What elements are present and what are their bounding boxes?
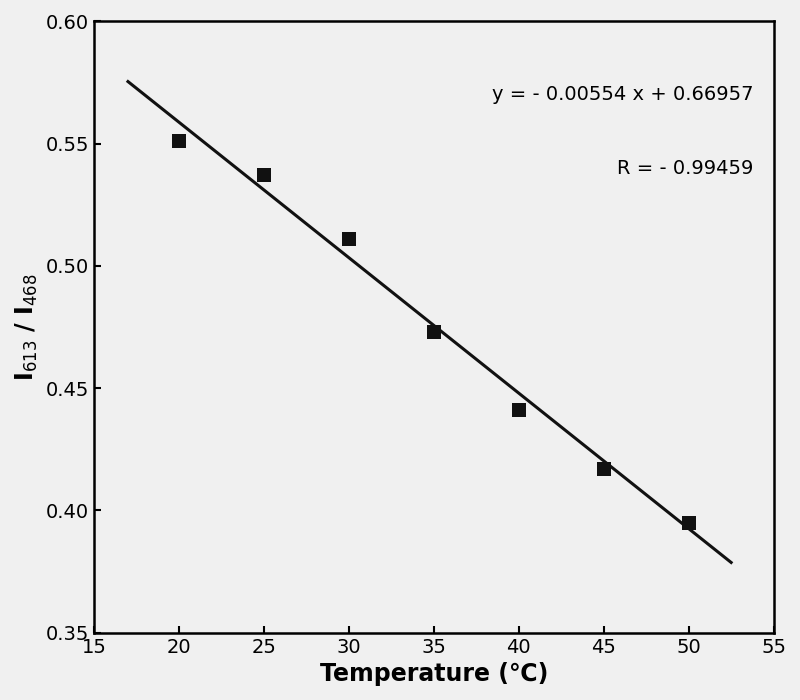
Point xyxy=(427,326,440,337)
Point xyxy=(342,233,355,244)
X-axis label: Temperature (℃): Temperature (℃) xyxy=(320,662,548,686)
Point xyxy=(258,170,270,181)
Text: R = - 0.99459: R = - 0.99459 xyxy=(617,159,754,178)
Point xyxy=(173,136,186,147)
Point xyxy=(598,463,610,475)
Text: y = - 0.00554 x + 0.66957: y = - 0.00554 x + 0.66957 xyxy=(492,85,754,104)
Y-axis label: I$_{613}$ / I$_{468}$: I$_{613}$ / I$_{468}$ xyxy=(14,273,40,381)
Point xyxy=(682,517,695,528)
Point xyxy=(512,405,525,416)
